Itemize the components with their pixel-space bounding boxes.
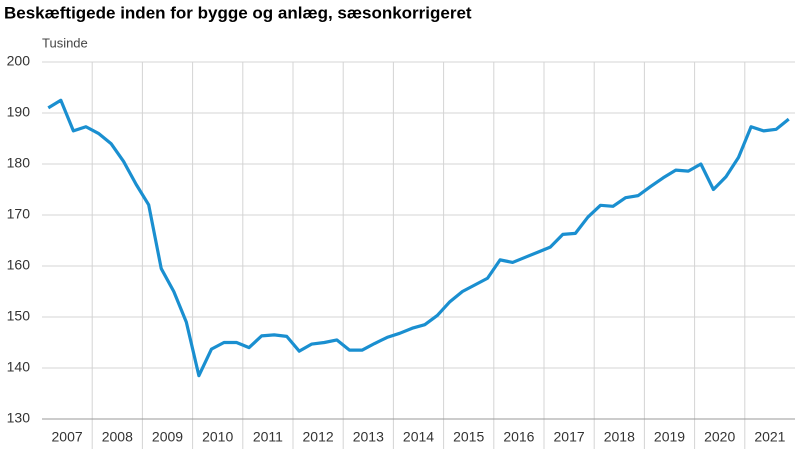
x-tick-label: 2015 [453, 429, 484, 445]
x-tick-label: 2019 [654, 429, 685, 445]
x-tick-label: 2021 [754, 429, 785, 445]
y-axis-label: Tusinde [42, 35, 88, 50]
x-tick-label: 2009 [152, 429, 183, 445]
x-tick-label: 2016 [503, 429, 534, 445]
data-line [47, 98, 790, 378]
chart-title: Beskæftigede inden for bygge og anlæg, s… [4, 3, 472, 22]
y-tick-label: 160 [7, 257, 31, 273]
y-tick-label: 180 [7, 155, 31, 171]
x-tick-label: 2020 [704, 429, 735, 445]
y-tick-label: 190 [7, 104, 31, 120]
x-tick-label: 2007 [52, 429, 83, 445]
x-tick-label: 2018 [604, 429, 635, 445]
x-tick-label: 2014 [403, 429, 434, 445]
y-tick-label: 200 [7, 53, 31, 69]
y-tick-label: 130 [7, 410, 31, 426]
x-tick-label: 2017 [554, 429, 585, 445]
x-tick-label: 2008 [102, 429, 133, 445]
x-tick-label: 2011 [253, 429, 283, 445]
x-tick-label: 2013 [353, 429, 384, 445]
y-tick-label: 140 [7, 359, 31, 375]
y-tick-label: 170 [7, 206, 31, 222]
x-tick-label: 2010 [202, 429, 233, 445]
x-tick-label: 2012 [303, 429, 334, 445]
y-tick-label: 150 [7, 308, 31, 324]
